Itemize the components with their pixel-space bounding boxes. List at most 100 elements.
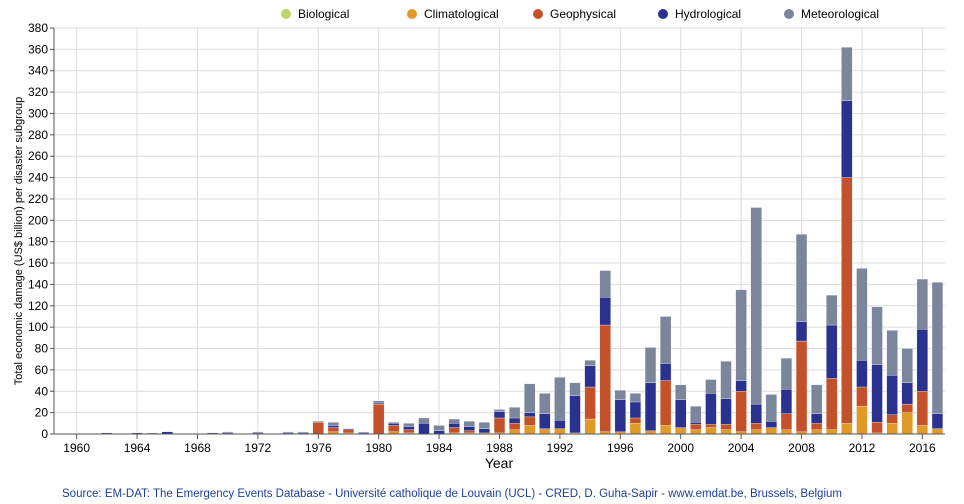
- bar-segment-meteorological-1979[interactable]: [357, 431, 370, 434]
- bar-segment-meteorological-1976[interactable]: [312, 421, 324, 423]
- bar-segment-meteorological-1985[interactable]: [448, 418, 460, 424]
- bar-segment-meteorological-1980[interactable]: [373, 400, 385, 404]
- bar-segment-meteorological-2007[interactable]: [780, 357, 793, 390]
- bar-segment-meteorological-1970[interactable]: [222, 431, 234, 434]
- legend-label-hydrological[interactable]: Hydrological: [675, 7, 741, 21]
- bar-segment-geophysical-1981[interactable]: [388, 425, 400, 433]
- bar-segment-climatological-2017[interactable]: [931, 428, 944, 435]
- bar-segment-meteorological-2003[interactable]: [720, 361, 732, 399]
- bar-segment-geophysical-1988[interactable]: [493, 417, 506, 434]
- bar-segment-climatological-2009[interactable]: [811, 429, 823, 435]
- bar-segment-hydrological-2004[interactable]: [735, 380, 747, 392]
- bar-segment-climatological-1999[interactable]: [660, 425, 672, 435]
- bar-segment-hydrological-1994[interactable]: [584, 365, 596, 388]
- bar-segment-meteorological-2016[interactable]: [916, 278, 928, 330]
- bar-segment-climatological-2002[interactable]: [705, 427, 717, 435]
- bar-segment-meteorological-1972[interactable]: [252, 431, 264, 434]
- bar-segment-hydrological-1983[interactable]: [418, 423, 430, 435]
- bar-segment-meteorological-2002[interactable]: [705, 379, 717, 394]
- bar-segment-geophysical-1995[interactable]: [599, 324, 611, 433]
- bar-segment-meteorological-1986[interactable]: [463, 421, 475, 427]
- bar-segment-geophysical-1985[interactable]: [448, 427, 460, 434]
- bar-segment-geophysical-1977[interactable]: [327, 427, 339, 433]
- bar-segment-geophysical-1990[interactable]: [524, 416, 536, 426]
- bar-segment-geophysical-2013[interactable]: [871, 422, 883, 434]
- bar-segment-hydrological-1987[interactable]: [478, 428, 490, 434]
- bar-segment-geophysical-1986[interactable]: [463, 430, 475, 434]
- bar-segment-hydrological-1985[interactable]: [448, 423, 460, 428]
- bar-segment-meteorological-1983[interactable]: [418, 417, 430, 424]
- bar-segment-meteorological-1984[interactable]: [433, 425, 445, 431]
- bar-segment-hydrological-1990[interactable]: [524, 412, 536, 418]
- bar-segment-climatological-1989[interactable]: [509, 429, 521, 435]
- legend-label-climatological[interactable]: Climatological: [424, 7, 499, 21]
- bar-segment-hydrological-2015[interactable]: [901, 382, 913, 405]
- bar-segment-climatological-1992[interactable]: [554, 428, 566, 435]
- bar-segment-geophysical-1982[interactable]: [403, 429, 415, 434]
- bar-segment-hydrological-1980[interactable]: [373, 402, 385, 405]
- bar-segment-hydrological-1996[interactable]: [614, 399, 626, 433]
- bar-segment-climatological-2012[interactable]: [856, 406, 868, 435]
- bar-segment-climatological-2010[interactable]: [826, 429, 838, 435]
- bar-segment-climatological-2006[interactable]: [765, 427, 777, 435]
- bar-segment-geophysical-2007[interactable]: [780, 413, 793, 430]
- bar-segment-hydrological-2017[interactable]: [931, 413, 944, 429]
- bar-segment-meteorological-1989[interactable]: [509, 407, 521, 419]
- bar-segment-climatological-2014[interactable]: [886, 423, 898, 435]
- bar-segment-hydrological-1989[interactable]: [509, 417, 521, 424]
- bar-segment-meteorological-2009[interactable]: [811, 384, 823, 414]
- bar-segment-meteorological-1993[interactable]: [569, 382, 581, 396]
- bar-segment-geophysical-1991[interactable]: [539, 428, 551, 430]
- bar-segment-geophysical-2002[interactable]: [705, 424, 717, 428]
- bar-segment-meteorological-1974[interactable]: [282, 431, 294, 434]
- bar-segment-meteorological-1987[interactable]: [478, 422, 490, 429]
- bar-segment-hydrological-2009[interactable]: [811, 413, 823, 424]
- bar-segment-hydrological-1997[interactable]: [629, 401, 641, 419]
- bar-segment-geophysical-2011[interactable]: [841, 177, 853, 424]
- bar-segment-meteorological-1975[interactable]: [297, 431, 309, 434]
- bar-segment-geophysical-2009[interactable]: [811, 423, 823, 430]
- bar-segment-climatological-1991[interactable]: [539, 429, 551, 435]
- bar-segment-meteorological-2008[interactable]: [795, 234, 808, 322]
- bar-segment-geophysical-2012[interactable]: [856, 386, 868, 407]
- bar-segment-hydrological-1995[interactable]: [599, 297, 611, 326]
- bar-segment-meteorological-2017[interactable]: [931, 282, 944, 414]
- bar-segment-meteorological-1999[interactable]: [660, 316, 672, 364]
- bar-segment-meteorological-1996[interactable]: [614, 390, 626, 400]
- bar-segment-hydrological-2000[interactable]: [675, 399, 687, 428]
- bar-segment-hydrological-2010[interactable]: [826, 324, 838, 379]
- bar-segment-hydrological-1998[interactable]: [644, 382, 657, 431]
- bar-segment-climatological-1997[interactable]: [629, 423, 641, 435]
- bar-segment-climatological-1990[interactable]: [524, 425, 536, 435]
- bar-segment-hydrological-1999[interactable]: [660, 363, 672, 381]
- bar-segment-geophysical-1980[interactable]: [373, 403, 385, 435]
- bar-segment-meteorological-2005[interactable]: [750, 207, 762, 405]
- bar-segment-climatological-2005[interactable]: [750, 429, 762, 435]
- bar-segment-geophysical-1976[interactable]: [312, 422, 324, 435]
- bar-segment-meteorological-2001[interactable]: [690, 406, 702, 423]
- bar-segment-geophysical-2010[interactable]: [826, 378, 838, 430]
- bar-segment-climatological-2003[interactable]: [720, 429, 732, 435]
- bar-segment-climatological-2000[interactable]: [675, 427, 687, 435]
- legend-label-geophysical[interactable]: Geophysical: [550, 7, 616, 21]
- bar-segment-hydrological-2003[interactable]: [720, 398, 732, 425]
- bar-segment-meteorological-2004[interactable]: [735, 289, 747, 381]
- bar-segment-meteorological-2015[interactable]: [901, 348, 913, 383]
- bar-segment-hydrological-2005[interactable]: [750, 403, 762, 424]
- bar-segment-climatological-2007[interactable]: [780, 429, 793, 435]
- bar-segment-meteorological-2010[interactable]: [826, 294, 838, 326]
- bar-segment-hydrological-2006[interactable]: [765, 421, 777, 428]
- bar-segment-hydrological-2016[interactable]: [916, 329, 928, 392]
- bar-segment-meteorological-1998[interactable]: [644, 347, 657, 383]
- bar-segment-meteorological-1991[interactable]: [539, 393, 551, 414]
- bar-segment-climatological-2016[interactable]: [916, 425, 928, 435]
- bar-segment-meteorological-1982[interactable]: [403, 423, 415, 427]
- bar-segment-hydrological-1991[interactable]: [539, 413, 551, 429]
- bar-segment-hydrological-1978[interactable]: [342, 428, 355, 430]
- bar-segment-geophysical-2005[interactable]: [750, 423, 762, 430]
- bar-segment-hydrological-2002[interactable]: [705, 393, 717, 425]
- bar-segment-hydrological-1993[interactable]: [569, 395, 581, 434]
- bar-segment-geophysical-1978[interactable]: [342, 429, 355, 434]
- bar-segment-hydrological-1981[interactable]: [388, 423, 400, 426]
- bar-segment-meteorological-2000[interactable]: [675, 384, 687, 400]
